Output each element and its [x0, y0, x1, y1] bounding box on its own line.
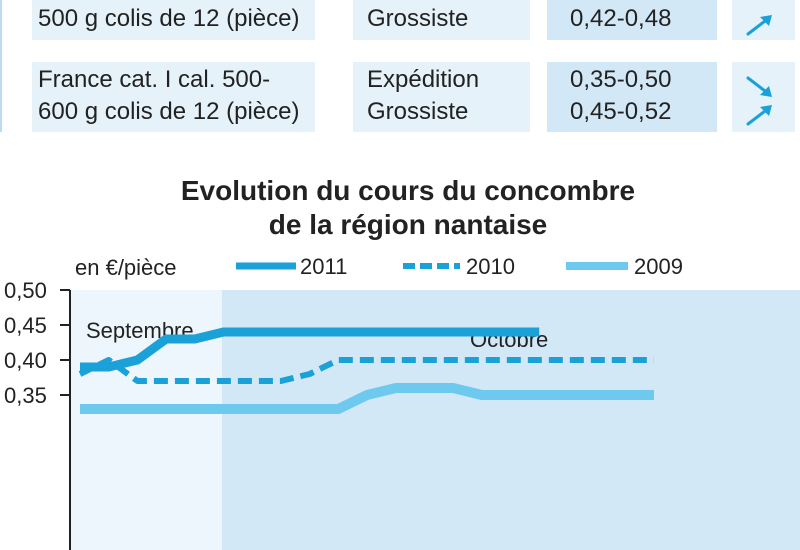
y-ticks: 0,50 0,45 0,40 0,35 — [4, 278, 70, 408]
series-line-2010 — [78, 357, 654, 384]
line-chart: en €/pièce 2011 2010 2009 0,500,450,400,… — [4, 254, 800, 550]
chart-title: Evolution du cours du concombre de la ré… — [0, 174, 800, 242]
chart-title-line: de la région nantaise — [268, 209, 548, 240]
trend-up-icon — [746, 105, 772, 126]
stage-label: Expédition — [367, 66, 480, 93]
chart-title-line: Evolution du cours du concombre — [180, 175, 636, 206]
y-tick-label: 0,50 — [4, 278, 47, 303]
trend-down-icon — [746, 76, 772, 97]
y-tick-label: 0,40 — [4, 348, 47, 373]
chart-panel: Evolution du cours du concombre de la ré… — [0, 160, 800, 550]
y-tick-label: 0,45 — [4, 313, 47, 338]
stage-cell — [353, 62, 530, 132]
price-cell — [547, 0, 717, 40]
september-band — [70, 290, 222, 550]
y-tick-label: 0,35 — [4, 383, 47, 408]
table-left-rule — [0, 0, 2, 132]
product-cell — [32, 0, 315, 40]
y-unit-label: en €/pièce — [75, 255, 177, 280]
table-row: 500 g colis de 12 (pièce) Grossiste 0,42… — [20, 0, 795, 40]
series-line-2009 — [80, 383, 654, 414]
price-cell — [547, 62, 717, 132]
series-layer — [78, 327, 654, 414]
product-label: 500 g colis de 12 (pièce) — [38, 5, 300, 32]
product-cell — [32, 62, 315, 132]
legend-2009-label: 2009 — [634, 254, 683, 279]
price-value: 0,42-0,48 — [570, 5, 672, 32]
trend-cell — [732, 62, 795, 132]
trend-up-icon — [746, 15, 772, 36]
stage-cell — [353, 0, 530, 40]
stage-label: Grossiste — [367, 98, 469, 125]
price-value: 0,35-0,50 — [570, 66, 672, 93]
price-value: 0,45-0,52 — [570, 98, 672, 125]
price-table: 500 g colis de 12 (pièce) Grossiste 0,42… — [0, 0, 800, 150]
table-row: France cat. I cal. 500- 600 g colis de 1… — [20, 62, 795, 132]
legend-2011-label: 2011 — [300, 254, 347, 279]
stage-label: Grossiste — [367, 5, 469, 32]
legend-2010-label: 2010 — [466, 254, 515, 279]
product-label: France cat. I cal. 500- — [38, 66, 271, 93]
product-label: 600 g colis de 12 (pièce) — [38, 98, 300, 125]
series-line-2011 — [80, 327, 540, 372]
